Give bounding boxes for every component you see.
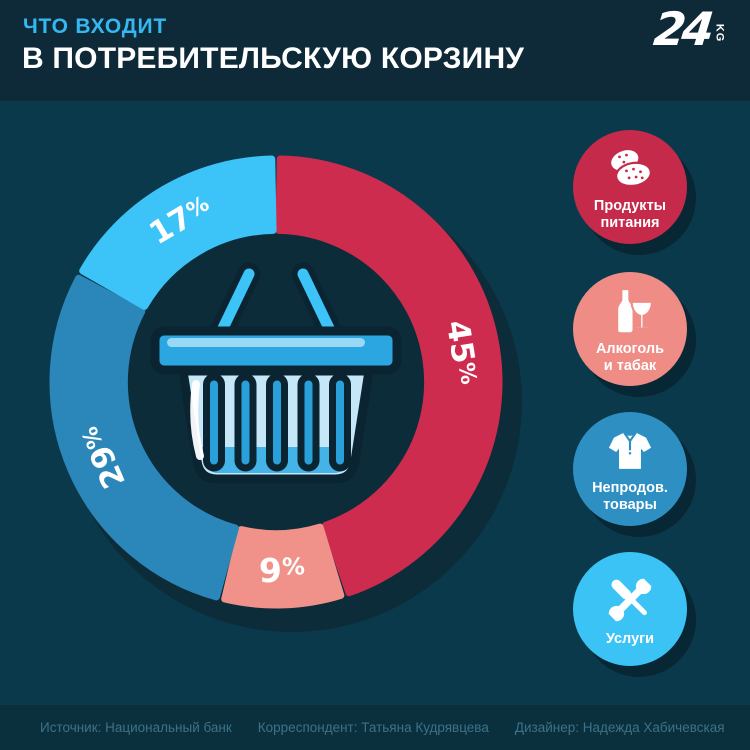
shopping-basket-icon (150, 262, 402, 484)
badge-alcohol: Алкоголь и табак (573, 272, 687, 386)
credit-source: Источник: Национальный банк (40, 720, 232, 735)
page-title: В ПОТРЕБИТЕЛЬСКУЮ КОРЗИНУ (22, 42, 525, 75)
alcohol-icon (618, 290, 653, 333)
donut-segment (49, 274, 239, 601)
badge-services-label: Услуги (605, 631, 655, 648)
credit-designer: Дизайнер: Надежда Хабичевская (514, 720, 725, 735)
services-icon (602, 573, 658, 628)
food-icon (611, 150, 652, 188)
kicker-text: ЧТО ВХОДИТ (23, 15, 167, 38)
donut-segment (79, 155, 277, 310)
header: ЧТО ВХОДИТ В ПОТРЕБИТЕЛЬСКУЮ КОРЗИНУ 24 … (0, 0, 750, 101)
segment-percent-label: 9% (259, 550, 305, 589)
donut-segment (221, 523, 345, 609)
badge-alcohol-label: Алкоголь и табак (595, 341, 665, 374)
segment-percent-label: 45% (439, 318, 485, 388)
donut-segments: 45%9%29%17% (49, 155, 503, 609)
clothes-icon (608, 432, 652, 469)
credit-correspondent: Корреспондент: Татьяна Кудрявцева (257, 720, 489, 735)
donut-segment (275, 155, 503, 597)
badge-services: Услуги (573, 552, 687, 666)
badge-goods: Непродов. товары (573, 412, 687, 526)
badge-food: Продукты питания (573, 130, 687, 244)
footer-credits: Источник: Национальный банк Корреспонден… (0, 705, 750, 750)
badge-food-label: Продукты питания (593, 198, 667, 231)
badge-goods-label: Непродов. товары (592, 480, 668, 513)
